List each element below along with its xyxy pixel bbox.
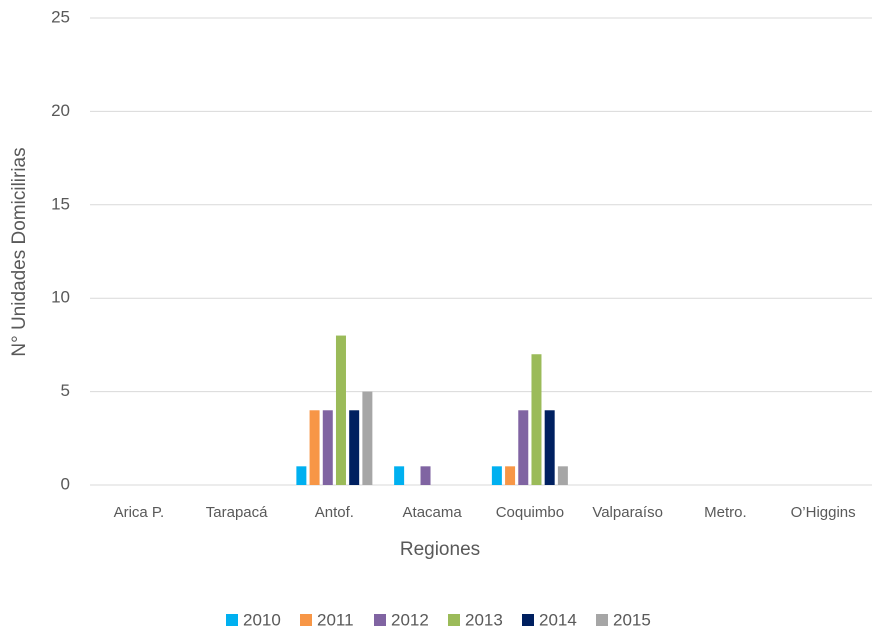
- x-tick-label: Valparaíso: [592, 504, 663, 521]
- bar: [557, 466, 568, 485]
- bar: [296, 466, 307, 485]
- legend-swatch: [300, 614, 312, 626]
- legend-label: 2015: [613, 610, 651, 629]
- legend-label: 2014: [539, 610, 577, 629]
- bar: [394, 466, 405, 485]
- x-axis-title: Regiones: [400, 539, 480, 560]
- x-tick-label: O’Higgins: [791, 504, 856, 521]
- bar: [544, 410, 555, 485]
- x-tick-label: Coquimbo: [496, 504, 564, 521]
- bar: [322, 410, 333, 485]
- bar: [518, 410, 529, 485]
- bar: [505, 466, 516, 485]
- y-axis-title: N° Unidades Domicilirias: [9, 147, 30, 356]
- y-tick-label: 0: [61, 474, 70, 493]
- legend-swatch: [596, 614, 608, 626]
- legend-label: 2011: [317, 610, 354, 629]
- bar: [362, 391, 373, 485]
- legend-swatch: [448, 614, 460, 626]
- legend-swatch: [226, 614, 238, 626]
- bar: [349, 410, 360, 485]
- bar: [531, 354, 542, 485]
- x-tick-label: Tarapacá: [206, 504, 268, 521]
- bar: [491, 466, 502, 485]
- bar: [335, 335, 346, 485]
- bar: [420, 466, 431, 485]
- legend-swatch: [374, 614, 386, 626]
- legend-swatch: [522, 614, 534, 626]
- legend-label: 2013: [465, 610, 503, 629]
- y-tick-label: 10: [51, 288, 70, 307]
- x-tick-label: Metro.: [704, 504, 747, 521]
- y-tick-label: 5: [61, 381, 70, 400]
- x-tick-label: Arica P.: [114, 504, 165, 521]
- y-tick-label: 15: [51, 194, 70, 213]
- x-tick-label: Antof.: [315, 504, 354, 521]
- x-tick-label: Atacama: [403, 504, 463, 521]
- bar: [309, 410, 320, 485]
- legend-label: 2010: [243, 610, 281, 629]
- y-tick-label: 25: [51, 7, 70, 26]
- y-tick-label: 20: [51, 101, 70, 120]
- legend-label: 2012: [391, 610, 429, 629]
